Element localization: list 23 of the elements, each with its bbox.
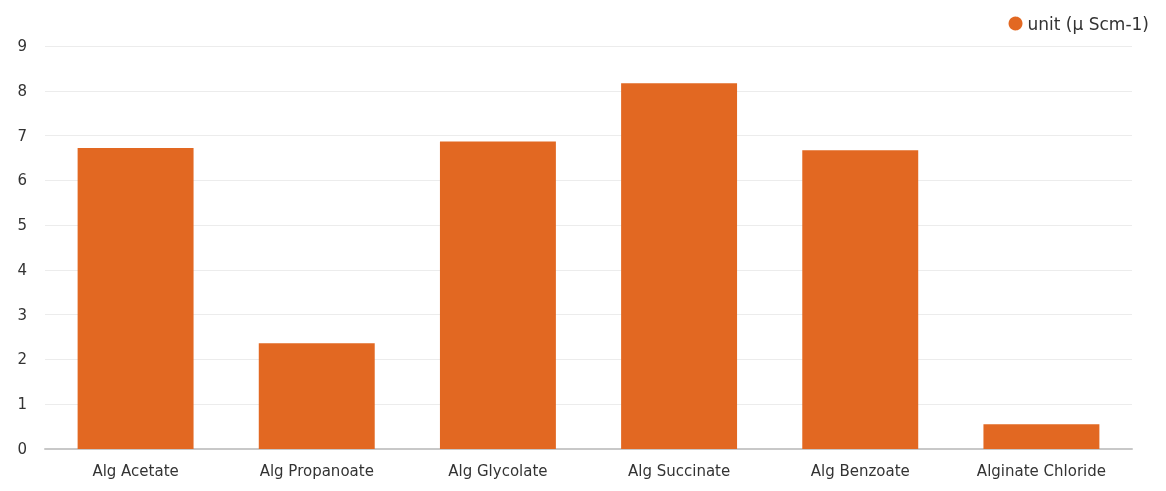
y-tick-label: 2	[17, 350, 27, 369]
y-tick-label: 1	[17, 395, 27, 414]
bar	[77, 148, 194, 449]
legend-label: unit (µ Scm-1)	[1027, 13, 1150, 34]
y-tick-label: 9	[17, 37, 27, 55]
y-tick-label: 0	[17, 440, 27, 458]
bar	[983, 424, 1100, 449]
bar	[439, 141, 556, 449]
bar	[802, 150, 919, 449]
y-tick-label: 5	[17, 216, 27, 235]
x-tick-label: Alg Succinate	[627, 461, 731, 480]
y-tick-label: 6	[17, 171, 27, 190]
y-tick-label: 3	[17, 305, 27, 324]
x-tick-label: Alg Acetate	[92, 461, 179, 480]
x-tick-label: Alg Propanoate	[259, 461, 374, 480]
bar	[258, 343, 375, 449]
bar	[621, 83, 738, 449]
x-tick-label: Alg Glycolate	[448, 461, 548, 480]
x-tick-label: Alg Benzoate	[810, 461, 910, 480]
x-tick-label: Alginate Chloride	[976, 461, 1106, 480]
y-tick-label: 7	[17, 126, 27, 145]
y-tick-label: 4	[17, 260, 27, 279]
y-tick-label: 8	[17, 81, 27, 100]
